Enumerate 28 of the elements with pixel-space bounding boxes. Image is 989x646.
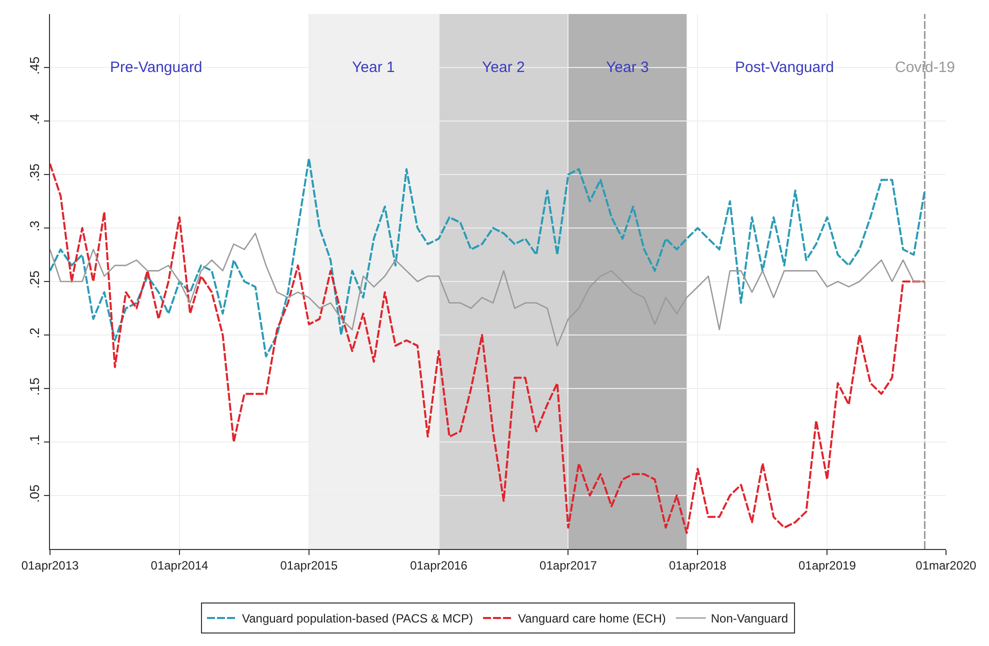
y-tick-label: .1 [26, 434, 42, 446]
band-label: Year 3 [606, 59, 649, 76]
x-tick-label: 01apr2018 [669, 558, 727, 572]
x-tick-label: 01apr2016 [410, 558, 468, 572]
y-tick-label: .15 [26, 378, 42, 396]
line-series [50, 162, 926, 534]
x-tick-label: 01apr2014 [150, 558, 208, 572]
y-tick-label: .4 [26, 114, 42, 124]
legend-label: Vanguard care home (ECH) [518, 612, 666, 626]
y-tick-label: .35 [26, 164, 42, 182]
ref-line-label: Covid-19 [895, 59, 956, 76]
x-tick-label: 01apr2013 [21, 558, 80, 572]
y-tick-label: .2 [26, 328, 42, 338]
x-tick-label: 01mar2020 [916, 558, 977, 572]
x-tick-label: 01apr2015 [280, 558, 338, 572]
annotation: Pre-Vanguard [110, 59, 202, 76]
legend-label: Vanguard population-based (PACS & MCP) [242, 612, 474, 626]
x-tick-label: 01apr2017 [540, 558, 598, 572]
line-series [50, 157, 926, 358]
legend-label: Non-Vanguard [710, 612, 788, 626]
annotation: Post-Vanguard [735, 59, 834, 76]
x-tick-label: 01apr2019 [798, 558, 856, 572]
y-tick-label: .05 [26, 484, 42, 503]
band-label: Year 2 [482, 59, 525, 76]
y-tick-label: .25 [26, 270, 42, 289]
y-tick-label: .45 [26, 56, 42, 75]
y-tick-label: .3 [26, 220, 42, 232]
band-label: Year 1 [352, 59, 395, 76]
